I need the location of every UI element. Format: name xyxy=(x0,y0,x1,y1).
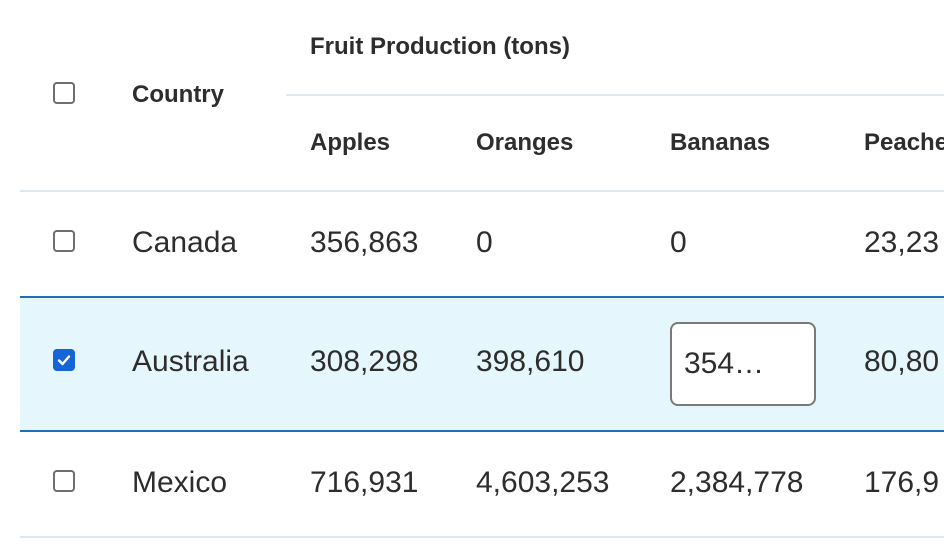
cell-editor-input[interactable] xyxy=(684,347,802,381)
checkmark-icon xyxy=(57,355,71,366)
header-divider xyxy=(20,190,944,192)
column-header-apples[interactable]: Apples xyxy=(310,129,391,156)
row-cell-peaches[interactable]: 80,80 xyxy=(864,345,940,378)
row-cell-bananas[interactable]: 2,384,778 xyxy=(670,466,804,499)
row-cell-peaches[interactable]: 23,23 xyxy=(864,226,940,259)
selected-row-top-border xyxy=(20,296,944,298)
select-all-checkbox[interactable] xyxy=(53,82,75,104)
row-cell-oranges[interactable]: 4,603,253 xyxy=(476,466,610,499)
row-cell-country[interactable]: Mexico xyxy=(132,466,228,499)
row-cell-apples[interactable]: 308,298 xyxy=(310,345,419,378)
row-cell-oranges[interactable]: 398,610 xyxy=(476,345,585,378)
column-header-bananas[interactable]: Bananas xyxy=(670,129,771,156)
row-divider xyxy=(20,536,944,538)
row-cell-peaches[interactable]: 176,9 xyxy=(864,466,940,499)
column-header-peaches[interactable]: Peaches xyxy=(864,129,944,156)
cell-editor[interactable] xyxy=(670,322,816,406)
row-cell-apples[interactable]: 716,931 xyxy=(310,466,419,499)
row-cell-apples[interactable]: 356,863 xyxy=(310,226,419,259)
row-cell-country[interactable]: Australia xyxy=(132,345,249,378)
column-group-divider xyxy=(286,94,944,96)
row-cell-country[interactable]: Canada xyxy=(132,226,238,259)
row-checkbox[interactable] xyxy=(53,470,75,492)
selected-row-bottom-border xyxy=(20,430,944,432)
column-header-country[interactable]: Country xyxy=(132,81,224,108)
column-header-oranges[interactable]: Oranges xyxy=(476,129,574,156)
row-checkbox-checked[interactable] xyxy=(53,349,75,371)
row-cell-bananas[interactable]: 0 xyxy=(670,226,687,259)
column-group-header-fruit-production: Fruit Production (tons) xyxy=(310,33,570,60)
row-checkbox[interactable] xyxy=(53,230,75,252)
row-cell-oranges[interactable]: 0 xyxy=(476,226,493,259)
